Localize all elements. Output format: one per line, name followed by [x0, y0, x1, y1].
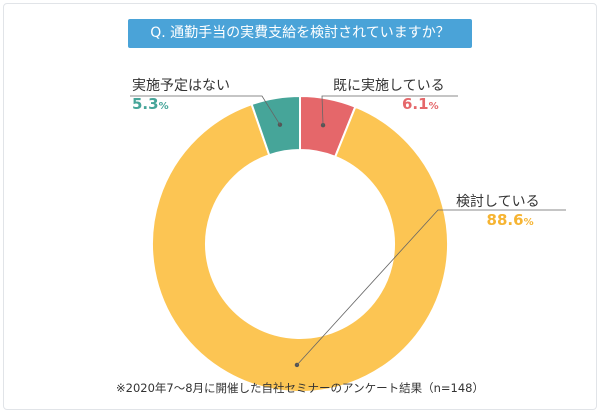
label-considering-name: 検討している — [456, 194, 540, 210]
label-already-implemented-value: 6.1% — [401, 95, 439, 113]
leader-line-1 — [296, 209, 566, 366]
label-no-plan-value: 5.3% — [132, 95, 169, 113]
slice-1 — [151, 102, 449, 393]
label-already-implemented-name: 既に実施している — [333, 78, 445, 94]
label-no-plan-name: 実施予定はない — [132, 78, 230, 94]
leader-line-0 — [321, 95, 458, 126]
label-considering-value: 88.6% — [486, 211, 534, 229]
footnote: ※2020年7～8月に開催した自社セミナーのアンケート結果（n=148） — [116, 381, 484, 395]
label-no-plan: 実施予定はない 5.3% — [132, 75, 230, 113]
chart-title: Q. 通勤手当の実費支給を検討されていますか？ — [128, 19, 472, 48]
label-already-implemented: 既に実施している 6.1% — [333, 75, 445, 113]
leader-line-2 — [130, 95, 281, 125]
label-considering: 検討している 88.6% — [456, 191, 540, 229]
slice-2 — [250, 94, 301, 157]
